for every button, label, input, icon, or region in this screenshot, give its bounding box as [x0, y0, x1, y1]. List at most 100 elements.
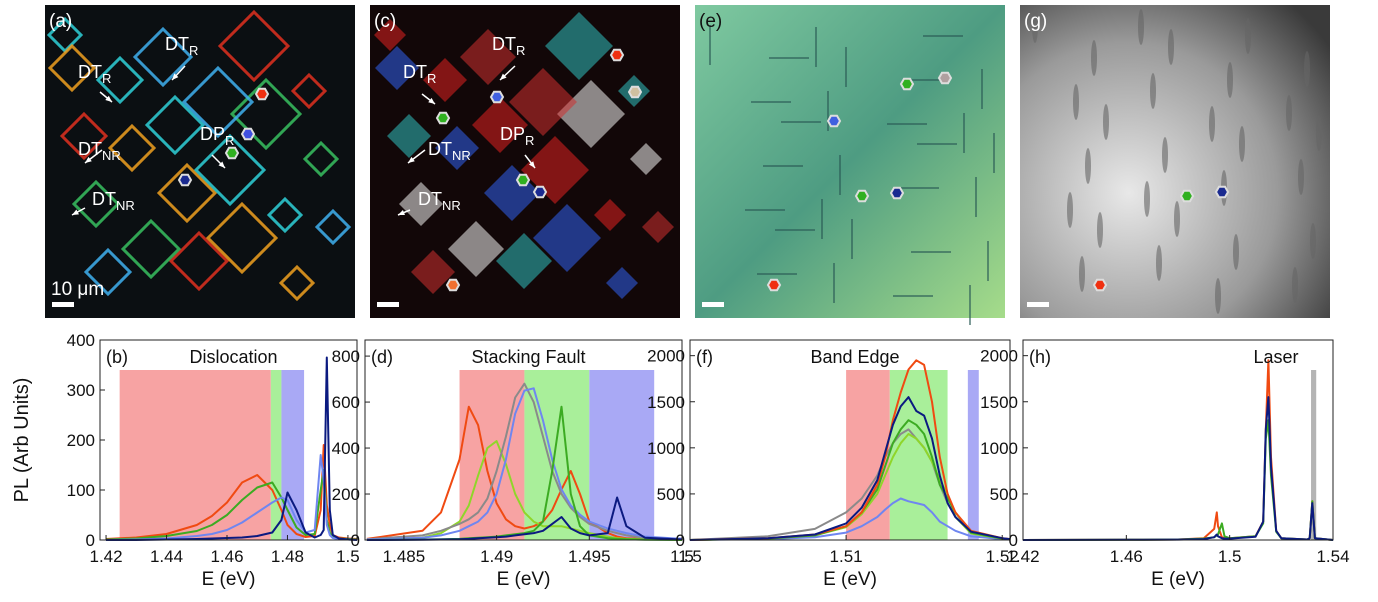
- arrow-head: [85, 156, 92, 163]
- annotation-sub: R: [225, 133, 234, 148]
- x-tick-label: 1.5: [678, 547, 702, 566]
- spectrum-line: [106, 356, 358, 541]
- feature: [533, 204, 601, 272]
- marker: [240, 127, 256, 141]
- feature: [1067, 192, 1073, 228]
- feature: [1103, 104, 1109, 140]
- marker: [445, 278, 461, 292]
- axes-frame: [364, 339, 683, 541]
- shaded-band: [524, 370, 590, 540]
- spectrum-line: [689, 396, 1011, 541]
- panel-title: Band Edge: [810, 347, 899, 367]
- arrow-head: [218, 161, 225, 168]
- spectrum-line: [689, 497, 1011, 541]
- feature: [1144, 181, 1150, 217]
- feature: [1233, 234, 1239, 270]
- y-tick-label: 300: [67, 381, 95, 400]
- feature: [229, 77, 303, 151]
- spectrum-line: [1022, 419, 1334, 541]
- feature: [423, 58, 467, 102]
- panel-label: (b): [106, 347, 128, 367]
- annotation-sub: R: [189, 43, 198, 58]
- y-tick-label: 0: [676, 531, 685, 550]
- y-tick-label: 1500: [647, 393, 685, 412]
- shaded-band: [119, 370, 271, 540]
- spectrum-line: [689, 359, 1011, 541]
- panel-label: (h): [1029, 347, 1051, 367]
- marker: [435, 111, 451, 125]
- feature: [302, 140, 340, 178]
- marker: [1214, 185, 1230, 199]
- feature: [59, 111, 109, 161]
- x-tick-label: 1.42: [90, 547, 123, 566]
- panel-label: (a): [49, 11, 72, 32]
- marker: [609, 48, 625, 62]
- feature: [1085, 148, 1091, 184]
- arrow-head: [528, 161, 535, 168]
- annotation-sub: NR: [442, 198, 461, 213]
- feature: [1310, 223, 1316, 259]
- feature: [1239, 126, 1245, 162]
- feature: [1304, 51, 1310, 87]
- marker: [1092, 278, 1108, 292]
- feature: [168, 230, 230, 292]
- x-tick-label: 1.46: [1110, 547, 1143, 566]
- feature: [132, 26, 194, 88]
- annotation: DTNR: [92, 189, 135, 213]
- annotation: DPR: [200, 124, 234, 148]
- panel-label: (f): [696, 347, 713, 367]
- y-tick-label: 200: [332, 485, 360, 504]
- y-tick-label: 200: [67, 431, 95, 450]
- scale-label: 10 μm: [51, 279, 104, 300]
- x-tick-label: 1.42: [1006, 547, 1039, 566]
- feature: [1316, 115, 1322, 151]
- marker: [489, 90, 505, 104]
- spectrum-line: [1022, 359, 1334, 541]
- feature: [193, 133, 267, 207]
- feature: [278, 264, 316, 302]
- y-tick-label: 2000: [980, 347, 1018, 366]
- scale-bar: [377, 302, 399, 307]
- annotation-sub: NR: [116, 198, 135, 213]
- scale-bar: [1027, 302, 1049, 307]
- feature: [314, 208, 352, 246]
- spectrum-line: [366, 387, 683, 541]
- axes-frame: [1022, 339, 1334, 541]
- x-tick-label: 1.48: [271, 547, 304, 566]
- x-axis-label: E (eV): [202, 569, 256, 590]
- spectrum-line: [105, 469, 358, 541]
- panel-title: Dislocation: [189, 347, 277, 367]
- feature: [1292, 267, 1298, 303]
- annotation-sub: R: [427, 71, 436, 86]
- panel-title: Laser: [1254, 347, 1299, 367]
- y-tick-label: 100: [67, 481, 95, 500]
- feature: [435, 126, 479, 170]
- feature: [144, 94, 206, 156]
- y-tick-label: 1500: [980, 393, 1018, 412]
- spectrum-line: [366, 382, 683, 541]
- x-tick-label: 1.51: [830, 547, 863, 566]
- marker: [1179, 189, 1195, 203]
- feature: [1209, 106, 1215, 142]
- feature: [545, 12, 613, 80]
- shaded-band: [270, 370, 282, 540]
- panel-title: Stacking Fault: [471, 347, 585, 367]
- feature: [1286, 95, 1292, 131]
- y-tick-label: 2000: [647, 347, 685, 366]
- annotation-sub: R: [516, 43, 525, 58]
- feature: [1168, 29, 1174, 65]
- micrograph: [45, 5, 355, 318]
- annotation-main: DT: [418, 189, 442, 209]
- x-tick-label: 1.52: [986, 547, 1019, 566]
- marker: [177, 173, 193, 187]
- feature: [374, 19, 406, 51]
- annotation: DTR: [78, 62, 111, 86]
- y-tick-label: 600: [332, 393, 360, 412]
- arrow-head: [172, 73, 179, 80]
- annotation: DPR: [500, 124, 534, 148]
- shaded-band: [281, 370, 305, 540]
- feature: [448, 221, 504, 277]
- x-tick-label: 1.49: [480, 547, 513, 566]
- marker: [889, 186, 905, 200]
